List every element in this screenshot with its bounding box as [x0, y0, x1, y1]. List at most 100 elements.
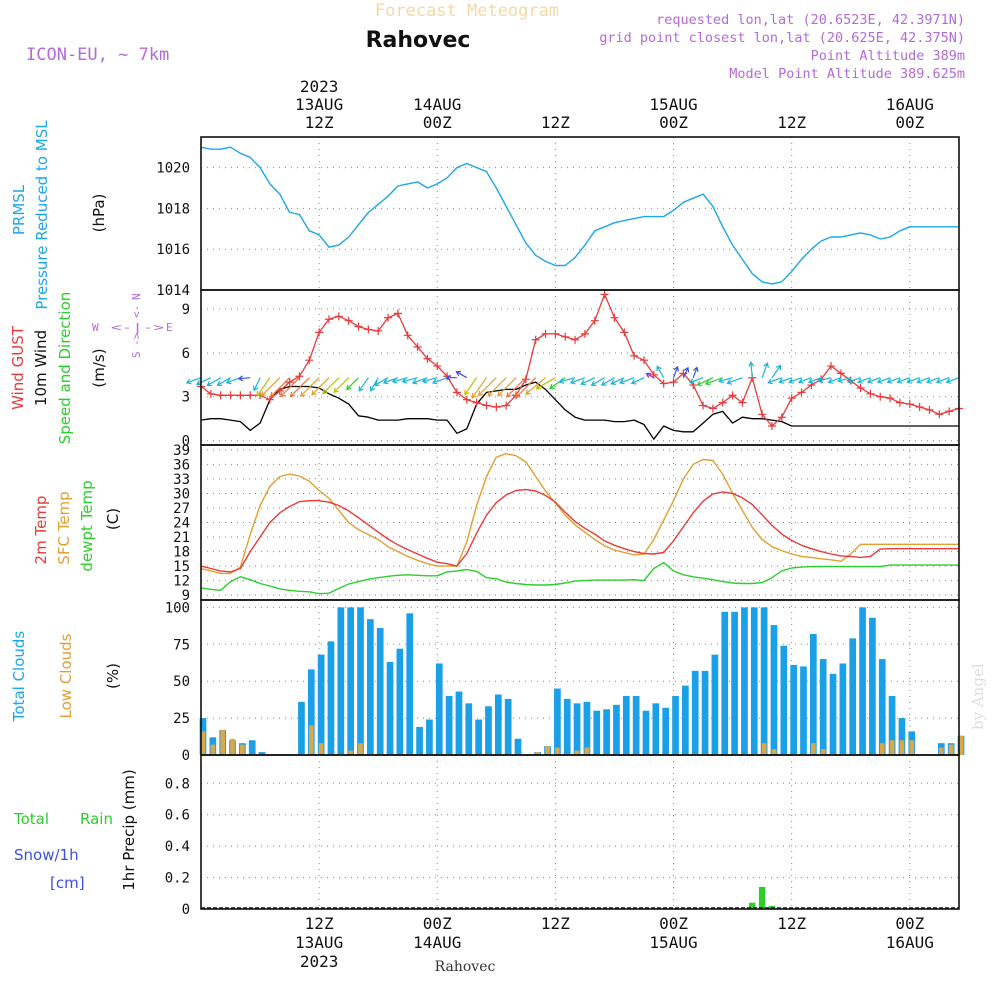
wind-gust-point — [777, 413, 786, 422]
wind-gust-point — [758, 410, 767, 419]
grid-point-coords: grid point closest lon,lat (20.625E, 42.… — [599, 30, 965, 46]
total-cloud-bar — [898, 718, 906, 755]
compass-north: N — [130, 293, 143, 300]
wind-direction-arrow — [767, 377, 783, 385]
wind-direction-arrow — [761, 362, 769, 378]
low-cloud-bar — [240, 744, 245, 755]
ytick-label-temperature: 24 — [173, 516, 190, 532]
wind-gust-point — [669, 378, 678, 387]
precip-bar — [758, 887, 766, 909]
requested-coords: requested lon,lat (20.6523E, 42.3971N) — [656, 12, 965, 28]
total-cloud-bar — [819, 659, 827, 755]
low-cloud-bar — [958, 735, 964, 755]
footer-location: Rahovec — [435, 959, 496, 975]
wind-gust-point — [374, 326, 383, 335]
total-cloud-bar — [258, 752, 266, 755]
total-cloud-bar — [770, 625, 778, 755]
wind-direction-arrow — [718, 377, 733, 384]
ytick-label-wind: 6 — [182, 346, 190, 362]
wind-gust-point — [895, 398, 904, 407]
wind-direction-arrow — [926, 377, 940, 384]
wind-direction-arrow — [525, 377, 546, 395]
wind-direction-arrow — [788, 377, 802, 384]
pressure-label-msl: Pressure Reduced to MSL — [33, 120, 51, 310]
ytick-label-wind: 3 — [182, 390, 190, 406]
compass-south: S — [130, 351, 143, 358]
wind-side-labels: Wind GUST 10m Wind Speed and Direction (… — [9, 292, 173, 445]
precip-rain-label: Rain — [80, 810, 113, 828]
low-cloud-bar — [308, 725, 314, 755]
wind-gust-point — [265, 395, 274, 404]
total-cloud-bar — [327, 641, 335, 755]
wind-direction-arrow — [688, 377, 704, 385]
wind-direction-arrow — [726, 377, 743, 385]
ytick-label-precipitation: 0 — [182, 902, 190, 918]
wind-gust-point — [915, 402, 924, 411]
wind-direction-arrow — [696, 377, 714, 387]
wind-gust-label: Wind GUST — [9, 325, 27, 410]
dewpt-temp-line — [200, 562, 959, 595]
total-cloud-bar — [691, 670, 699, 755]
point-altitude: Point Altitude 389m — [811, 48, 965, 64]
wind-direction-arrow — [916, 377, 930, 384]
total-cloud-bar — [357, 607, 364, 755]
wind-gust-point — [945, 407, 954, 416]
total-cloud-bar — [445, 695, 453, 755]
low-cloud-bar — [358, 743, 363, 755]
low-cloud-bar — [210, 744, 216, 755]
wind-gust-point — [886, 394, 895, 403]
total-cloud-bar — [376, 628, 384, 755]
low-cloud-bar — [318, 743, 324, 755]
wind-direction-arrow — [656, 365, 665, 379]
total-cloud-bar — [613, 704, 620, 755]
wind-gust-point — [492, 402, 501, 411]
wind-direction-arrow — [185, 377, 202, 385]
total-cloud-bar — [682, 685, 689, 755]
wind-direction-arrow — [857, 377, 871, 384]
time-label-bottom: 16AUG — [886, 933, 934, 952]
wind-gust-point — [541, 329, 550, 338]
ytick-label-temperature: 15 — [173, 559, 190, 575]
model-name: ICON-EU, ~ 7km — [26, 45, 169, 65]
total-cloud-bar — [603, 709, 610, 755]
panels: 1014101610181020036991215182124273033363… — [156, 136, 965, 918]
ytick-label-clouds: 0 — [182, 748, 190, 764]
wind-direction-arrow — [471, 377, 487, 399]
total-cloud-bar — [337, 607, 345, 755]
wind-direction-arrow — [935, 377, 950, 384]
total-cloud-bar — [750, 607, 758, 755]
wind-direction-arrow — [807, 377, 822, 384]
low-cloud-bar — [889, 740, 895, 755]
compass-vert-down: -> — [130, 332, 143, 346]
wind-gust-point — [590, 316, 599, 325]
wind-direction-arrow — [704, 377, 723, 386]
total-cloud-bar — [632, 695, 640, 755]
ytick-label-temperature: 21 — [173, 530, 190, 546]
low-cloud-bar — [555, 747, 560, 755]
wind-unit-label: (m/s) — [90, 348, 108, 387]
total-cloud-bar — [731, 611, 738, 755]
wind-gust-point — [728, 391, 737, 400]
low-cloud-bar — [879, 743, 885, 755]
wind-gust-point — [452, 388, 461, 397]
ytick-label-wind: 0 — [182, 434, 190, 450]
ytick-label-temperature: 33 — [173, 472, 190, 488]
low-cloud-bar — [574, 750, 580, 755]
watermark: by Angel — [969, 663, 987, 730]
total-cloud-bar — [809, 633, 817, 755]
wind-gust-point — [403, 331, 412, 340]
wind-direction-arrow — [279, 377, 300, 398]
wind-direction-arrow — [253, 377, 261, 392]
compass-rose: W <-|-> E N <- -> S — [92, 293, 173, 358]
wind-direction-arrow — [906, 377, 920, 384]
total-cloud-bar — [780, 645, 788, 755]
compass-vert-up: <- — [130, 305, 143, 318]
wind-direction-arrow — [464, 377, 478, 396]
wind-direction-arrow — [333, 377, 350, 393]
wind-gust-point — [315, 328, 324, 337]
ytick-label-precipitation: 0.2 — [165, 871, 190, 887]
temp-unit-label: (C) — [104, 508, 122, 530]
wind-direction-arrow — [682, 366, 690, 378]
ytick-label-pressure: 1014 — [156, 283, 190, 299]
total-cloud-bar — [426, 719, 433, 755]
